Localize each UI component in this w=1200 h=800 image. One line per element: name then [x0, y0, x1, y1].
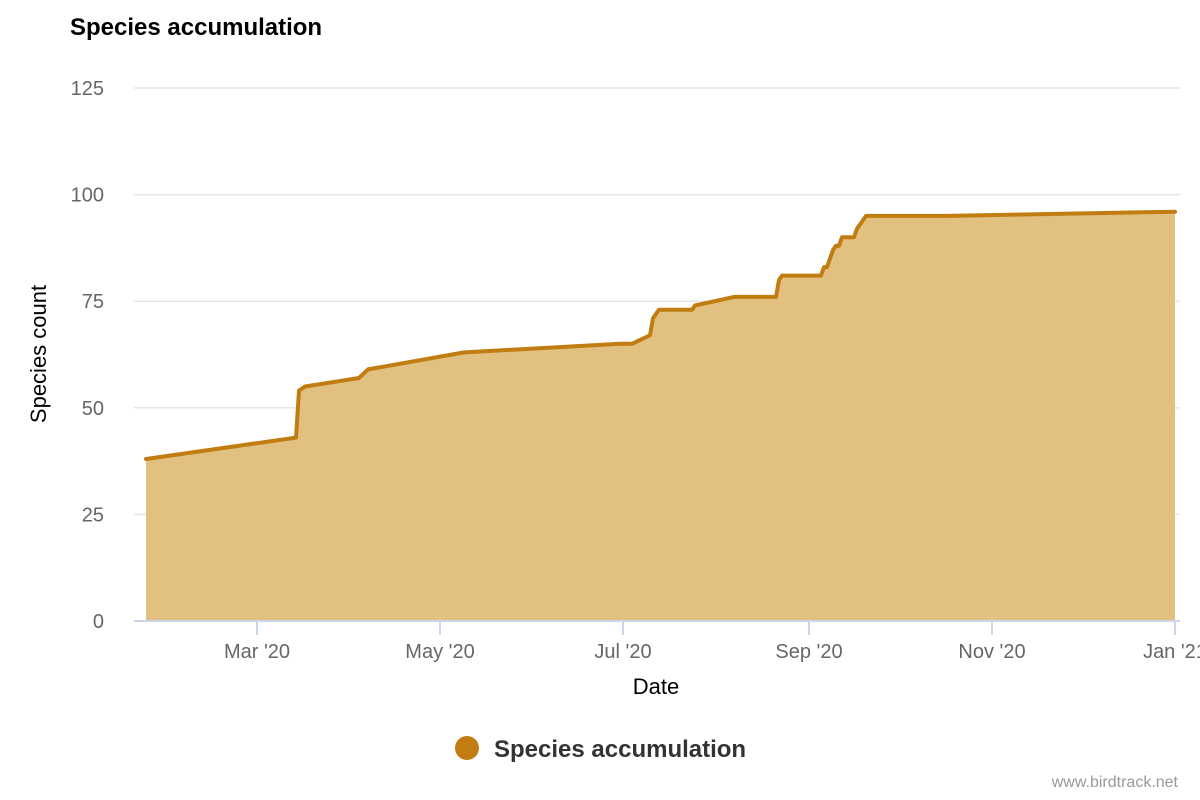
y-tick-label: 25 [82, 504, 104, 526]
y-tick-label: 0 [93, 611, 104, 633]
x-tick-label: Nov '20 [958, 641, 1025, 663]
x-axis: Mar '20 May '20 Jul '20 Sep '20 Nov '20 Jan '… [134, 620, 1200, 663]
series-area-fill [146, 211, 1175, 621]
legend[interactable]: Species accumulation [455, 736, 746, 763]
x-tick-label: Sep '20 [775, 641, 842, 663]
y-tick-label: 125 [71, 78, 104, 100]
plot-area [144, 209, 1177, 621]
x-axis-title: Date [633, 674, 679, 699]
chart-title: Species accumulation [70, 14, 323, 41]
y-tick-label: 50 [82, 398, 104, 420]
x-tick-label: May '20 [405, 641, 474, 663]
legend-label[interactable]: Species accumulation [494, 736, 746, 763]
y-tick-label: 100 [71, 185, 104, 207]
x-tick-label: Jan '21 [1143, 641, 1200, 663]
y-tick-label: 75 [82, 291, 104, 313]
x-tick-label: Mar '20 [224, 641, 290, 663]
credit-link[interactable]: www.birdtrack.net [1051, 774, 1178, 791]
series-line[interactable] [144, 209, 1177, 461]
y-axis-ticks: 0 25 50 75 100 125 [71, 78, 104, 633]
y-axis-title: Species count [26, 285, 51, 423]
x-tick-label: Jul '20 [594, 641, 651, 663]
legend-marker[interactable] [455, 736, 479, 760]
